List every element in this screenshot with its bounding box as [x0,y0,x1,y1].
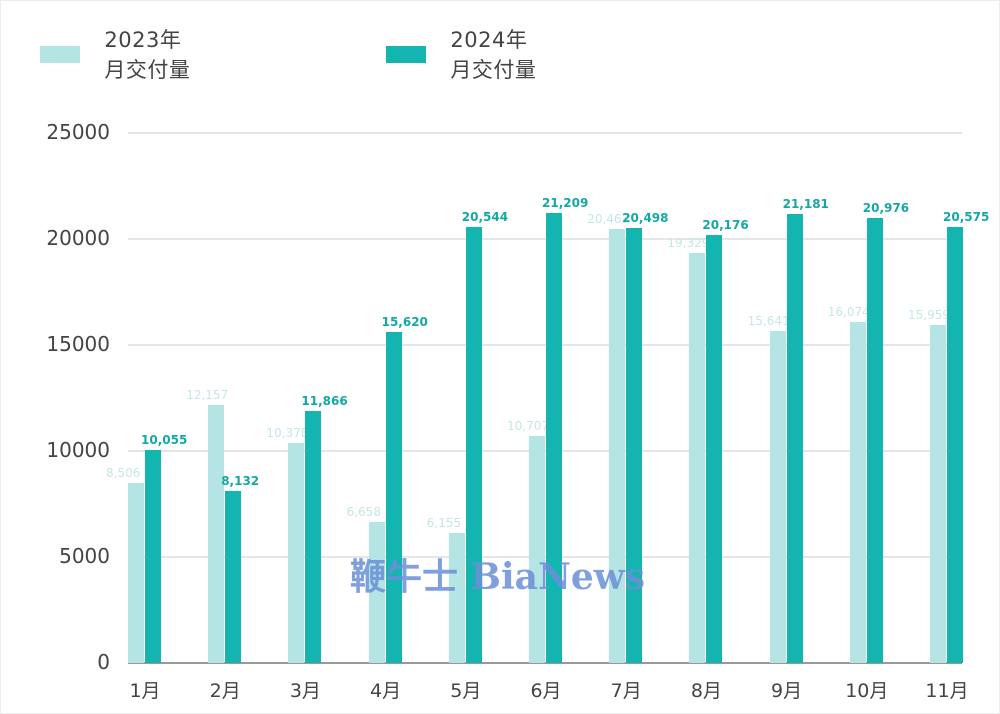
bar-2024 [225,490,242,663]
data-label-2023: 10,378 [266,425,309,440]
x-axis-line [128,662,962,664]
bar-2023 [288,442,305,663]
legend-item-2024: 2024年月交付量 [386,24,539,84]
legend-label-2024: 2024年月交付量 [450,28,537,82]
data-label-2023: 6,155 [426,515,462,530]
x-tick-label: 9月 [771,680,803,702]
data-label-2023: 10,707 [507,419,549,433]
x-tick-label: 3月 [289,680,321,702]
x-tick-label: 8月 [690,680,722,702]
gridline [128,344,962,346]
bar-2023 [448,532,465,663]
data-label-2024: 20,544 [461,210,509,225]
watermark: 鞭牛士 BiaNews [350,556,646,598]
x-tick-label: 5月 [450,680,482,702]
bar-2024 [546,213,562,663]
y-tick-label: 25000 [46,120,110,144]
data-label-2023: 8,506 [106,465,141,480]
data-label-2023: 12,157 [186,388,229,403]
bar-2023 [930,324,946,663]
data-label-2023: 15,959 [908,307,950,322]
x-tick-label: 2月 [209,680,241,702]
y-tick-label: 10000 [46,438,110,462]
data-label-2024: 20,498 [622,211,669,226]
legend-label-2023: 2023年月交付量 [104,28,191,82]
x-tick-label: 4月 [370,680,402,702]
data-label-2024: 15,620 [381,314,428,329]
data-label-2024: 21,181 [782,196,829,211]
data-label-2024: 21,209 [542,196,589,211]
bar-2024 [145,449,161,663]
data-label-2024: 10,055 [141,432,188,447]
x-tick-label: 10月 [845,680,889,702]
bar-2024 [385,331,402,663]
gridline [128,450,962,452]
data-label-2024: 20,976 [862,201,910,216]
bar-2023 [849,322,866,663]
bar-2024 [706,235,723,663]
bar-2023 [689,253,706,663]
bar-2024 [465,227,482,663]
bar-2023 [529,436,545,663]
legend-swatch-2024 [386,45,427,63]
data-label-2023: 20,463 [587,212,630,227]
bar-2024 [626,228,643,663]
y-tick-label: 20000 [46,226,110,250]
data-label-2023: 6,658 [346,504,381,519]
bar-2024 [947,226,963,663]
bar-2023 [208,405,225,663]
x-tick-label: 1月 [129,680,161,702]
gridline [128,556,962,558]
data-label-2024: 11,866 [301,394,348,409]
bar-2024 [866,218,883,663]
data-label-2023: 15,641 [747,314,790,329]
x-tick-label: 7月 [610,680,642,702]
legend-item-2023: 2023年月交付量 [40,24,193,84]
y-tick-label: 0 [97,650,110,674]
y-tick-label: 5000 [59,544,110,568]
bar-2023 [128,482,144,663]
gridline [128,132,962,134]
bar-2023 [368,521,385,663]
data-label-2024: 8,132 [221,473,260,488]
data-label-2023: 19,329 [667,236,710,251]
data-label-2023: 16,074 [827,305,870,320]
x-tick-label: 6月 [530,680,562,702]
x-tick-label: 11月 [925,680,969,702]
bar-2023 [609,229,626,663]
bar-2023 [769,331,786,663]
bar-2024 [305,411,322,663]
bar-2024 [786,213,803,663]
gridline [128,238,962,240]
y-tick-label: 15000 [46,332,110,356]
data-label-2024: 20,176 [702,218,749,233]
legend-swatch-2023 [40,45,81,63]
data-label-2024: 20,575 [943,209,990,224]
